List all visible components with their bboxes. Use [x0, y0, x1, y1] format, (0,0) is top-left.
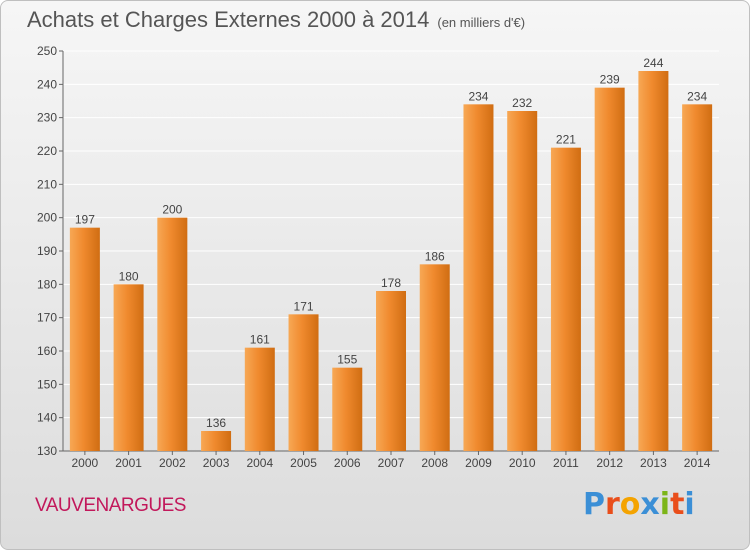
x-tick-label: 2001	[115, 456, 142, 470]
chart-title-text: Achats et Charges Externes 2000 à 2014	[27, 7, 430, 32]
y-tick-label: 170	[37, 311, 57, 325]
bar-value-label: 197	[75, 213, 95, 227]
y-tick-labels: 130 140 150 160 170 180 190 200 210 220 230 240 250	[37, 44, 57, 458]
bar	[288, 314, 319, 451]
chart-title: Achats et Charges Externes 2000 à 2014 (e…	[27, 7, 525, 33]
bar-value-label: 239	[600, 73, 620, 87]
bar	[201, 431, 232, 451]
x-tick-label: 2000	[72, 456, 99, 470]
bar-value-label: 234	[468, 89, 488, 103]
bar	[682, 104, 713, 451]
y-tick-label: 180	[37, 277, 57, 291]
commune-name: VAUVENARGUES	[35, 495, 186, 516]
bar-value-label: 186	[425, 249, 445, 263]
bar-value-label: 232	[512, 96, 532, 110]
bar	[113, 284, 144, 451]
x-tick-label: 2009	[465, 456, 492, 470]
y-tick-label: 150	[37, 377, 57, 391]
proxiti-logo: Proxiti	[583, 487, 695, 522]
bar-value-label: 161	[250, 333, 270, 347]
y-tick-label: 200	[37, 211, 57, 225]
bar	[550, 147, 581, 451]
x-tick-label: 2010	[509, 456, 536, 470]
bar	[507, 111, 538, 451]
y-tick-label: 130	[37, 444, 57, 458]
bar-value-label: 171	[294, 299, 314, 313]
x-tick-label: 2008	[421, 456, 448, 470]
logo-letter: o	[619, 487, 641, 522]
bar	[376, 291, 406, 451]
chart-unit: (en milliers d'€)	[437, 15, 526, 30]
y-tick-label: 140	[37, 411, 57, 425]
x-tick-label: 2007	[378, 456, 405, 470]
logo-letter: r	[605, 487, 620, 522]
logo-letter: t	[670, 487, 685, 522]
bar-value-label: 200	[162, 203, 182, 217]
y-tick-label: 240	[37, 77, 57, 91]
x-tick-label: 2011	[553, 456, 579, 470]
x-tick-label: 2005	[290, 456, 317, 470]
bar	[332, 367, 363, 451]
x-tick-label: 2014	[684, 456, 711, 470]
y-tick-label: 230	[37, 111, 57, 125]
bar-value-label: 155	[337, 353, 357, 367]
bar-value-label: 136	[206, 416, 226, 430]
x-tick-label: 2003	[203, 456, 230, 470]
logo-letter: x	[640, 487, 660, 522]
bar-value-label: 221	[556, 133, 576, 147]
bar	[463, 104, 494, 451]
y-tick-label: 190	[37, 244, 57, 258]
bar-value-label: 234	[687, 89, 707, 103]
x-tick-label: 2002	[159, 456, 186, 470]
y-tick-label: 210	[37, 177, 57, 191]
bar-value-label: 180	[119, 269, 139, 283]
x-tick-label: 2006	[334, 456, 361, 470]
x-tick-label: 2013	[640, 456, 667, 470]
x-tick-label: 2004	[246, 456, 273, 470]
bar	[244, 347, 275, 451]
bar-value-label: 178	[381, 276, 401, 290]
y-tick-label: 220	[37, 144, 57, 158]
bar	[419, 264, 450, 451]
logo-letter: P	[583, 487, 605, 522]
data-labels: 197 180 200 136 161 171 155 178 186 234 232 221 239 2…	[75, 56, 708, 430]
logo-letter: i	[659, 487, 671, 522]
bar-value-label: 244	[643, 56, 663, 70]
bars	[69, 71, 713, 452]
x-tick-label: 2012	[596, 456, 623, 470]
y-tick-label: 250	[37, 44, 57, 58]
bar	[69, 227, 100, 451]
bar	[157, 217, 188, 451]
y-tick-label: 160	[37, 344, 57, 358]
bar	[638, 71, 669, 451]
bar	[594, 87, 625, 452]
x-tick-labels: 2000 2001 2002 2003 2004 2005 2006 2007 2008 2009…	[72, 456, 711, 470]
logo-letter: i	[684, 487, 695, 522]
